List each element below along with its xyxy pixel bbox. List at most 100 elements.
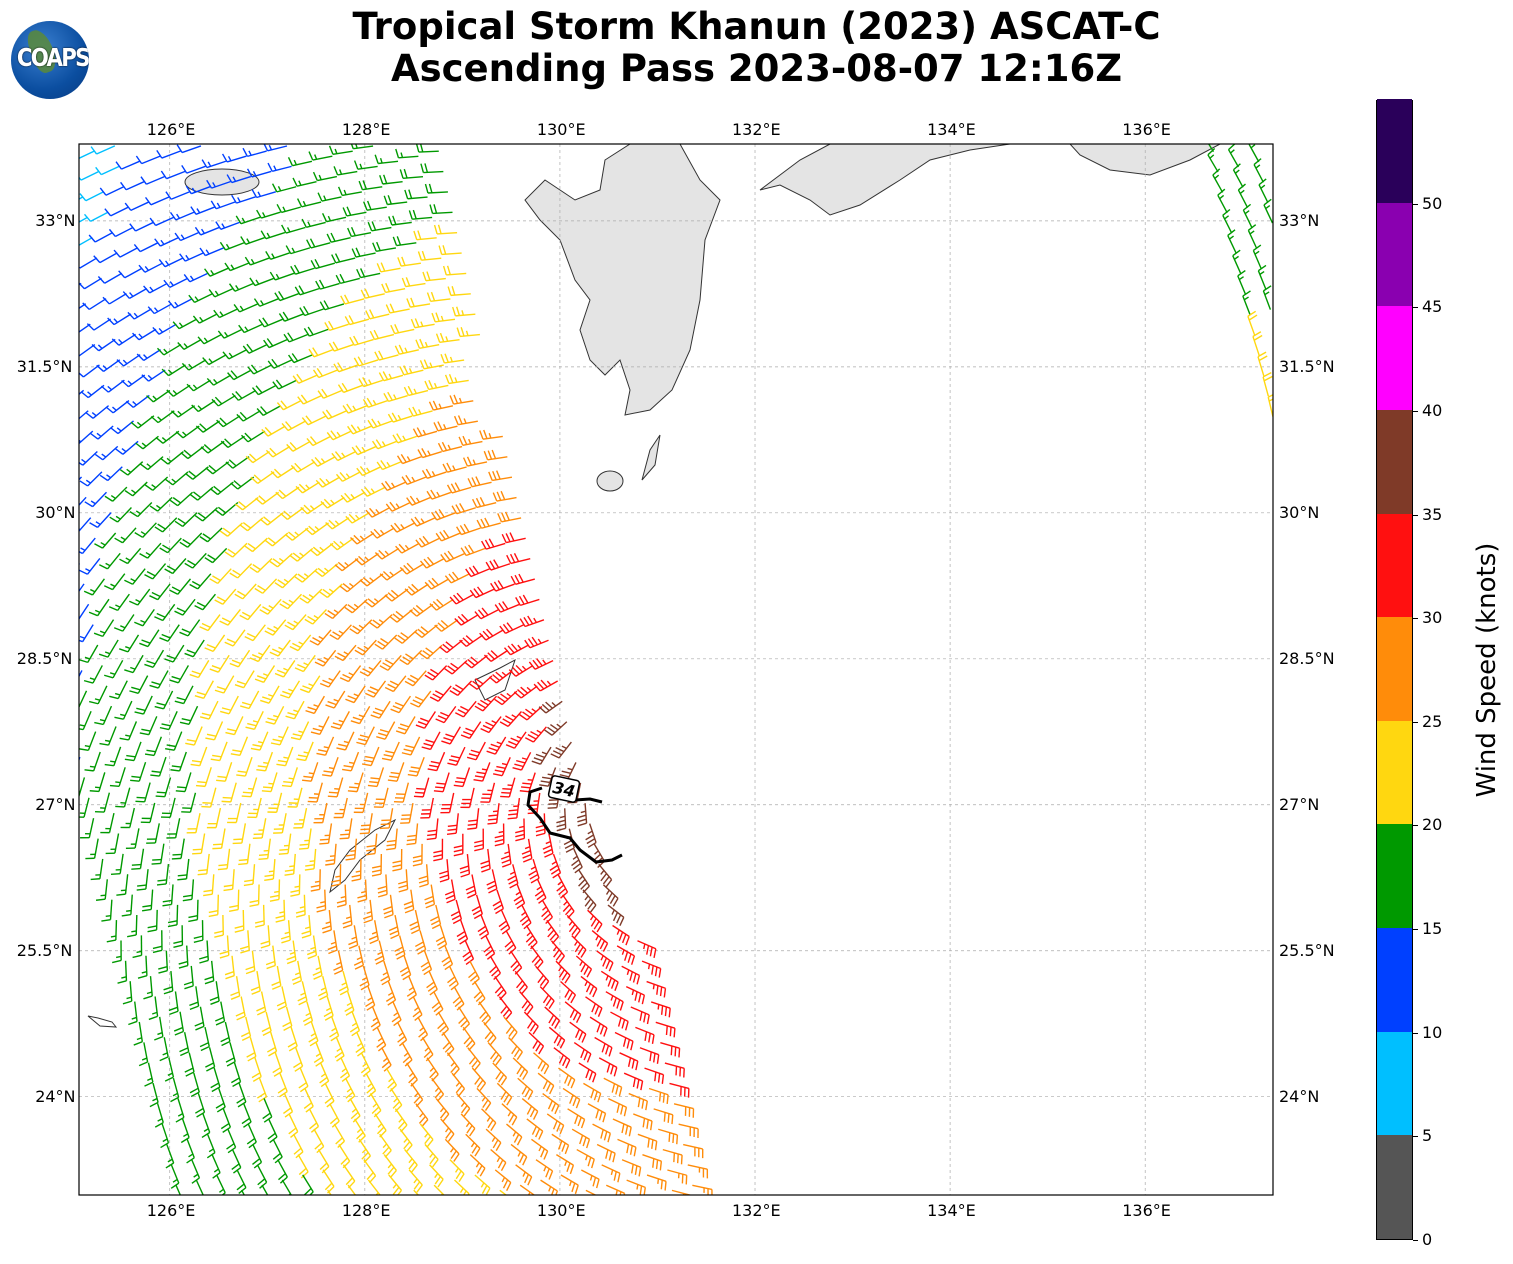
colorbar-segment <box>1377 305 1412 410</box>
wind-barb <box>333 950 344 975</box>
wind-barb <box>79 257 98 269</box>
wind-barb <box>321 909 332 934</box>
wind-barb <box>294 654 316 673</box>
wind-barb <box>415 338 440 349</box>
wind-barb <box>284 614 307 631</box>
wind-barb <box>314 649 337 667</box>
wind-barb <box>1227 229 1237 254</box>
wind-barb <box>339 818 353 840</box>
wind-barb <box>79 343 96 357</box>
wind-barb <box>169 578 192 595</box>
wind-barb <box>413 777 430 798</box>
wind-barb <box>160 797 176 818</box>
wind-barb <box>419 359 444 370</box>
wind-barb <box>487 1042 502 1066</box>
wind-barb <box>426 818 439 841</box>
wind-barb <box>544 1006 561 1029</box>
wind-barb <box>628 1092 648 1111</box>
wind-barb <box>260 230 286 240</box>
wind-barb <box>281 1179 292 1195</box>
wind-barb <box>119 721 138 741</box>
wind-barb <box>115 160 141 170</box>
wind-barb <box>143 976 153 1000</box>
wind-barb <box>458 435 483 447</box>
wind-barb <box>407 757 425 777</box>
wind-barb <box>494 690 518 706</box>
wind-barb <box>254 904 265 928</box>
wind-barb <box>374 350 399 361</box>
wind-barb <box>460 787 475 809</box>
wind-barb <box>231 194 256 204</box>
wind-barb <box>144 736 163 757</box>
wind-barb <box>508 664 534 677</box>
wind-barb <box>591 930 609 952</box>
wind-barb <box>476 1087 492 1111</box>
wind-barb <box>356 268 381 279</box>
wind-barb <box>417 250 442 261</box>
wind-barb <box>662 1148 683 1165</box>
wind-barb <box>350 532 375 545</box>
wind-barb <box>270 466 295 479</box>
wind-barb <box>220 1021 231 1047</box>
wind-barb <box>79 583 85 593</box>
wind-barb <box>108 593 130 612</box>
wind-barb <box>175 1184 182 1195</box>
wind-barb <box>444 660 468 675</box>
wind-barb <box>435 925 448 950</box>
wind-barb <box>195 1179 204 1195</box>
wind-barb <box>420 797 435 819</box>
wind-barb <box>641 960 662 978</box>
wind-barb <box>1253 158 1264 183</box>
wind-barb <box>408 1169 423 1193</box>
wind-barb <box>400 802 414 824</box>
wind-barb <box>422 271 446 282</box>
wind-barb <box>236 1082 247 1108</box>
wind-barb <box>562 1087 581 1109</box>
wind-barb <box>389 609 413 623</box>
wind-barb <box>331 253 356 264</box>
wind-barb <box>317 1149 330 1174</box>
lon-tick-bottom: 130°E <box>536 1201 586 1220</box>
wind-barb <box>512 1057 529 1080</box>
wind-barb <box>550 940 565 964</box>
colorbar-label: Wind Speed (knots) <box>1472 542 1502 798</box>
wind-barb <box>254 665 276 683</box>
wind-barb <box>367 767 385 788</box>
colorbar-tick-mark <box>1413 203 1418 205</box>
wind-barb <box>621 1159 642 1177</box>
wind-barb <box>444 879 456 904</box>
wind-barb <box>185 466 209 480</box>
wind-barb <box>284 853 296 876</box>
wind-barb <box>355 1031 366 1057</box>
colorbar-tick-mark <box>1413 1240 1418 1241</box>
wind-barb <box>444 571 470 584</box>
wind-barb <box>426 489 452 500</box>
wind-barb <box>226 174 252 184</box>
wind-barb <box>109 507 132 523</box>
wind-barb <box>274 573 298 589</box>
wind-barb <box>367 1179 381 1195</box>
wind-barb <box>301 762 319 782</box>
wind-barb <box>438 245 462 256</box>
wind-barb <box>589 1016 608 1037</box>
wind-barb <box>308 1021 319 1047</box>
wind-barb <box>335 273 360 285</box>
wind-barb <box>531 746 552 765</box>
wind-barb <box>1258 178 1269 203</box>
wind-barb <box>585 823 597 848</box>
wind-barb <box>137 955 148 979</box>
wind-barb <box>571 848 583 874</box>
wind-barb <box>523 1011 539 1035</box>
wind-barb <box>89 685 108 705</box>
wind-barb <box>210 481 234 496</box>
wind-barb <box>490 1148 507 1172</box>
wind-barb <box>144 649 165 668</box>
wind-barb <box>363 200 387 211</box>
wind-barb <box>213 308 238 319</box>
wind-barb <box>577 869 590 894</box>
wind-barb <box>324 320 349 332</box>
wind-barb <box>533 1052 550 1075</box>
lon-tick-bottom: 126°E <box>146 1201 196 1220</box>
wind-barb <box>215 221 240 230</box>
wind-barb <box>667 1169 688 1185</box>
